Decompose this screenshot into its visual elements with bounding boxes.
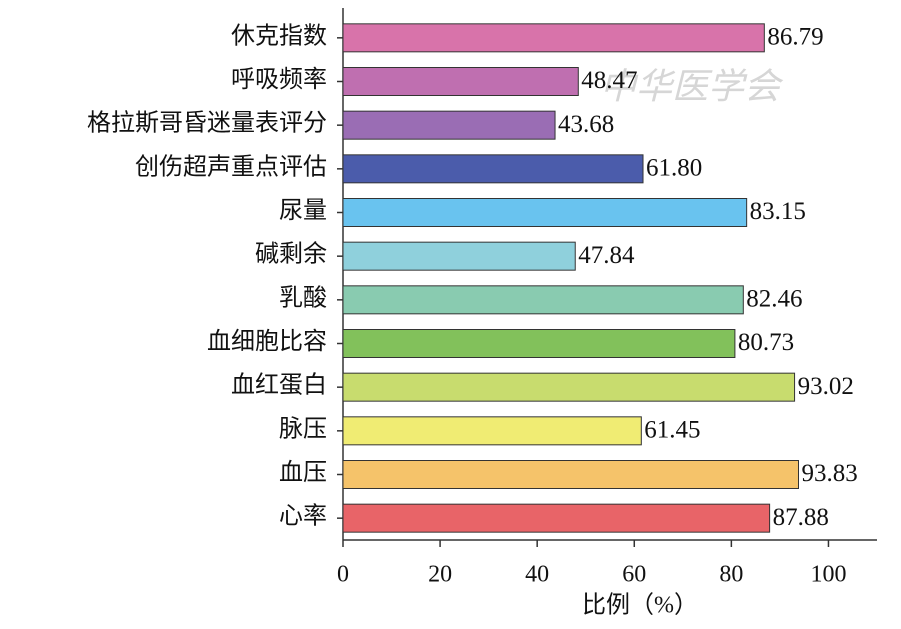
y-tick-label: 呼吸频率 [231,66,327,93]
value-label: 82.46 [746,286,802,313]
y-tick-label: 尿量 [279,198,327,224]
y-tick-label: 创伤超声重点评估 [135,153,327,180]
value-label: 93.83 [802,460,858,487]
value-label: 61.80 [646,155,702,182]
y-tick-label: 格拉斯哥昏迷量表评分 [87,110,327,137]
x-tick-label: 100 [810,562,846,588]
y-tick-label: 碱剩余 [255,241,327,268]
x-axis-label: 比例（%） [582,592,698,619]
x-tick-label: 40 [525,562,549,588]
bar [342,503,771,533]
value-label: 43.68 [558,111,614,138]
bar [342,154,644,184]
y-tick-label: 休克指数 [231,22,327,49]
bar [342,329,736,358]
value-label: 48.47 [581,67,637,94]
bar [342,110,556,140]
x-tick-label: 80 [719,562,743,588]
value-label: 47.84 [578,242,635,269]
y-tick-label: 乳酸 [279,284,327,311]
bar [342,23,765,53]
watermark: 中华医学会 [600,66,784,106]
value-label: 80.73 [738,329,794,356]
value-label: 86.79 [767,24,823,51]
bar [342,416,642,446]
x-tick-label: 0 [337,562,349,588]
bar [342,285,744,315]
bar [342,460,800,489]
value-label: 87.88 [773,504,829,531]
value-label: 61.45 [644,417,700,444]
y-tick-label: 脉压 [279,415,327,442]
y-tick-label: 血红蛋白 [231,372,327,399]
bar [342,372,796,402]
bar [342,198,748,227]
value-label: 83.15 [750,198,806,225]
y-tick-label: 血细胞比容 [207,328,327,355]
y-tick-label: 血压 [279,459,327,486]
bar [342,241,576,271]
bar [342,67,579,96]
value-label: 93.02 [798,373,854,400]
y-tick-label: 心率 [279,503,327,530]
x-tick-label: 60 [622,562,646,588]
x-tick-label: 20 [428,562,452,588]
